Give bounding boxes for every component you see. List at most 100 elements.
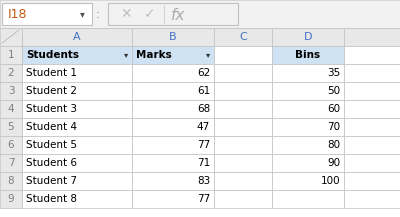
Bar	[344, 46, 400, 64]
Text: ✕: ✕	[120, 7, 132, 21]
Bar	[22, 64, 132, 82]
Bar	[272, 28, 344, 46]
Text: 2: 2	[8, 68, 14, 78]
Text: Student 4: Student 4	[26, 122, 77, 132]
Text: 7: 7	[8, 158, 14, 168]
Text: 5: 5	[8, 122, 14, 132]
Bar	[344, 100, 400, 118]
Text: 1: 1	[8, 50, 14, 60]
Bar	[214, 154, 272, 172]
Bar	[0, 28, 22, 46]
Text: Student 8: Student 8	[26, 194, 77, 204]
Bar	[22, 136, 132, 154]
Bar	[0, 82, 22, 100]
Bar	[344, 28, 400, 46]
Text: :: :	[96, 8, 100, 20]
Bar	[0, 154, 22, 172]
Bar	[132, 154, 214, 172]
Text: ▾: ▾	[124, 51, 128, 59]
Bar	[214, 28, 272, 46]
Bar	[0, 0, 400, 28]
Bar	[272, 82, 344, 100]
Text: 62: 62	[197, 68, 210, 78]
Text: 3: 3	[8, 86, 14, 96]
Text: I18: I18	[8, 8, 28, 20]
Bar	[272, 46, 344, 64]
Text: Students: Students	[26, 50, 79, 60]
Bar	[22, 82, 132, 100]
Bar	[132, 28, 214, 46]
Bar	[344, 64, 400, 82]
Text: 47: 47	[197, 122, 210, 132]
Bar	[22, 172, 132, 190]
Text: 90: 90	[327, 158, 340, 168]
Text: ▾: ▾	[80, 9, 85, 19]
Bar	[22, 28, 132, 46]
Bar	[0, 64, 22, 82]
Text: 70: 70	[327, 122, 340, 132]
Bar	[2, 3, 92, 25]
Bar	[344, 82, 400, 100]
Bar	[272, 100, 344, 118]
Text: ✓: ✓	[144, 7, 156, 21]
Text: 8: 8	[8, 176, 14, 186]
Bar	[22, 118, 132, 136]
Text: 77: 77	[197, 194, 210, 204]
Bar	[22, 46, 132, 64]
Bar	[22, 190, 132, 208]
Bar	[132, 190, 214, 208]
Bar	[272, 118, 344, 136]
Text: 4: 4	[8, 104, 14, 114]
Bar	[132, 82, 214, 100]
Text: 9: 9	[8, 194, 14, 204]
Text: B: B	[169, 32, 177, 42]
Text: 68: 68	[197, 104, 210, 114]
Bar	[214, 64, 272, 82]
Text: Marks: Marks	[136, 50, 172, 60]
Bar	[214, 100, 272, 118]
Text: 61: 61	[197, 86, 210, 96]
Bar	[344, 154, 400, 172]
Text: Student 5: Student 5	[26, 140, 77, 150]
Bar	[272, 154, 344, 172]
Bar	[214, 190, 272, 208]
Bar	[0, 46, 22, 64]
Text: Bins: Bins	[296, 50, 320, 60]
Bar	[0, 172, 22, 190]
Bar	[214, 136, 272, 154]
Bar	[132, 100, 214, 118]
Bar	[272, 136, 344, 154]
Text: 80: 80	[327, 140, 340, 150]
Bar	[272, 172, 344, 190]
Text: A: A	[73, 32, 81, 42]
Bar	[108, 3, 238, 25]
Bar	[214, 46, 272, 64]
Bar	[132, 136, 214, 154]
Text: Student 7: Student 7	[26, 176, 77, 186]
Text: ▾: ▾	[206, 51, 210, 59]
Bar	[214, 82, 272, 100]
Text: Student 3: Student 3	[26, 104, 77, 114]
Text: 83: 83	[197, 176, 210, 186]
Bar	[344, 118, 400, 136]
Bar	[132, 64, 214, 82]
Text: C: C	[239, 32, 247, 42]
Text: Student 6: Student 6	[26, 158, 77, 168]
Text: fx: fx	[171, 8, 185, 23]
Bar	[132, 172, 214, 190]
Bar	[0, 136, 22, 154]
Bar	[344, 172, 400, 190]
Bar	[22, 100, 132, 118]
Bar	[0, 118, 22, 136]
Text: 77: 77	[197, 140, 210, 150]
Bar	[272, 64, 344, 82]
Text: Student 1: Student 1	[26, 68, 77, 78]
Bar	[214, 172, 272, 190]
Bar	[132, 118, 214, 136]
Text: Student 2: Student 2	[26, 86, 77, 96]
Bar	[272, 190, 344, 208]
Bar	[344, 190, 400, 208]
Text: 50: 50	[327, 86, 340, 96]
Bar	[132, 46, 214, 64]
Bar	[22, 154, 132, 172]
